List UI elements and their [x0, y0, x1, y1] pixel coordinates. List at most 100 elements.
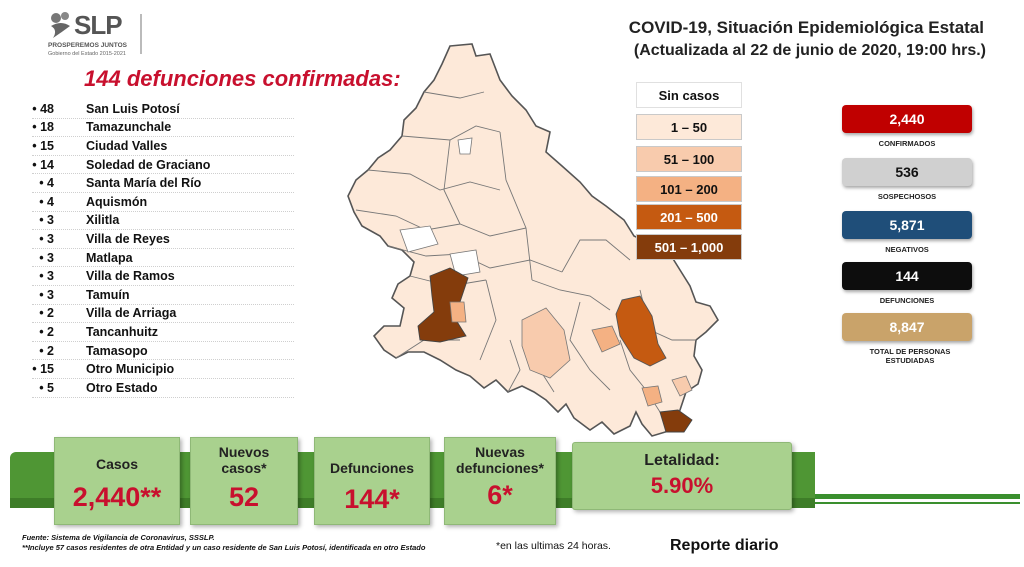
nuevas-defunciones-label: Nuevas defunciones* [456, 444, 544, 476]
nuevas-defunciones-box: Nuevas defunciones* 6* [444, 437, 556, 525]
death-count: • 4 [39, 176, 54, 191]
defunciones-label: Defunciones [329, 460, 414, 476]
state-map [347, 43, 719, 437]
death-list-item: • 4 Santa María del Río [32, 174, 294, 193]
municipality-name: Villa de Ramos [86, 269, 175, 284]
stat-value-card: 2,440 [842, 105, 972, 133]
defunciones-value: 144* [344, 484, 400, 514]
municipality-name: Santa María del Río [86, 176, 202, 191]
stat-value-card: 144 [842, 262, 972, 290]
deaths-list: • 48 San Luis Potosí • 18 Tamazunchale • 15 C… [32, 100, 294, 398]
death-count: • 4 [39, 194, 54, 209]
region-101-200 [591, 325, 621, 353]
death-list-item: • 2 Tamasopo [32, 342, 294, 361]
casos-value: 2,440** [72, 482, 162, 512]
death-count: • 2 [39, 343, 54, 358]
death-count: • 3 [39, 250, 54, 265]
death-list-item: • 18 Tamazunchale [32, 119, 294, 138]
stat-label: DEFUNCIONES [879, 296, 935, 305]
region-501-1000-sanluis [417, 267, 469, 343]
death-count: • 3 [39, 231, 54, 246]
municipality-name: San Luis Potosí [86, 101, 180, 116]
municipality-name: Ciudad Valles [86, 138, 168, 153]
last-24h-note: *en las ultimas 24 horas. [496, 540, 611, 552]
death-count: • 15 [32, 138, 54, 153]
region-huasteca-1 [641, 385, 663, 407]
stat-label: CONFIRMADOS [878, 139, 936, 148]
death-list-item: • 3 Villa de Reyes [32, 230, 294, 249]
region-51-100 [521, 307, 571, 379]
death-list-item: • 48 San Luis Potosí [32, 100, 294, 119]
casos-box: Casos 2,440** [54, 437, 180, 525]
region-tamazunchale [659, 409, 693, 433]
page-subtitle: (Actualizada al 22 de junio de 2020, 19:… [633, 42, 986, 59]
region-sin-casos-2 [449, 249, 481, 277]
legend-item: 1 – 50 [636, 114, 742, 140]
stat-value-card: 8,847 [842, 313, 972, 341]
logo-divider [140, 14, 142, 54]
municipality-name: Villa de Arriaga [86, 306, 177, 321]
source-note: Fuente: Sistema de Vigilancia de Coronav… [22, 533, 215, 542]
death-list-item: • 5 Otro Estado [32, 379, 294, 398]
municipality-name: Tamuín [86, 287, 130, 302]
death-count: • 2 [39, 324, 54, 339]
death-count: • 3 [39, 269, 54, 284]
municipality-name: Tamasopo [86, 343, 148, 358]
stat-value-card: 5,871 [842, 211, 972, 239]
death-count: • 5 [39, 380, 54, 395]
nuevas-defunciones-value: 6* [487, 480, 513, 510]
region-sin-casos-1 [399, 225, 439, 253]
region-sin-casos-3 [457, 137, 473, 155]
stat-label: TOTAL DE PERSONAS ESTUDIADAS [869, 347, 951, 365]
legend-item: 201 – 500 [636, 204, 742, 230]
letalidad-label: Letalidad: [644, 452, 720, 469]
death-list-item: • 3 Villa de Ramos [32, 267, 294, 286]
death-list-item: • 2 Tancanhuitz [32, 323, 294, 342]
death-list-item: • 14 Soledad de Graciano [32, 156, 294, 175]
letalidad-box: Letalidad: 5.90% [572, 442, 792, 510]
defunciones-box: Defunciones 144* [314, 437, 430, 525]
municipality-name: Aquismón [86, 194, 148, 209]
death-count: • 18 [32, 120, 54, 135]
legend-item: 101 – 200 [636, 176, 742, 202]
death-list-item: • 3 Xilitla [32, 212, 294, 231]
page-title: COVID-19, Situación Epidemiológica Estat… [628, 18, 984, 37]
nuevos-casos-label: Nuevos casos* [218, 444, 270, 476]
logo-government: Gobierno del Estado 2015-2021 [48, 51, 126, 57]
region-soledad [449, 301, 467, 323]
death-count: • 3 [39, 213, 54, 228]
legend-item: 51 – 100 [636, 146, 742, 172]
daily-report-label: Reporte diario [670, 537, 779, 554]
slp-logo: SLP PROSPEREMOS JUNTOS Gobierno del Esta… [44, 8, 144, 66]
legend-item: Sin casos [636, 82, 742, 108]
logo-mark-icon [51, 12, 70, 38]
stat-label: NEGATIVOS [885, 245, 929, 254]
municipality-name: Otro Municipio [86, 362, 175, 377]
death-count: • 3 [39, 287, 54, 302]
municipality-name: Villa de Reyes [86, 231, 170, 246]
death-count: • 48 [32, 101, 54, 116]
region-201-500 [615, 295, 667, 367]
death-count: • 14 [32, 157, 54, 172]
death-list-item: • 2 Villa de Arriaga [32, 305, 294, 324]
deaths-heading: 144 defunciones confirmadas: [84, 66, 401, 91]
death-list-item: • 15 Ciudad Valles [32, 137, 294, 156]
death-list-item: • 15 Otro Municipio [32, 360, 294, 379]
region-huasteca-2 [671, 375, 693, 397]
letalidad-value: 5.90% [650, 473, 714, 498]
death-list-item: • 3 Matlapa [32, 249, 294, 268]
municipality-name: Soledad de Graciano [86, 157, 211, 172]
municipality-name: Tamazunchale [86, 120, 172, 135]
cases-note: **Incluye 57 casos residentes de otra En… [22, 543, 426, 552]
municipality-name: Xilitla [86, 213, 120, 228]
nuevos-casos-box: Nuevos casos* 52 [190, 437, 298, 525]
nuevos-casos-value: 52 [228, 482, 260, 512]
green-rule-thick [815, 494, 1020, 499]
legend-item: 501 – 1,000 [636, 234, 742, 260]
municipality-name: Tancanhuitz [86, 324, 158, 339]
stat-value-card: 536 [842, 158, 972, 186]
logo-slogan: PROSPEREMOS JUNTOS [48, 42, 127, 49]
green-rule-thin [815, 502, 1020, 504]
stat-label: SOSPECHOSOS [877, 192, 937, 201]
death-count: • 15 [32, 362, 54, 377]
